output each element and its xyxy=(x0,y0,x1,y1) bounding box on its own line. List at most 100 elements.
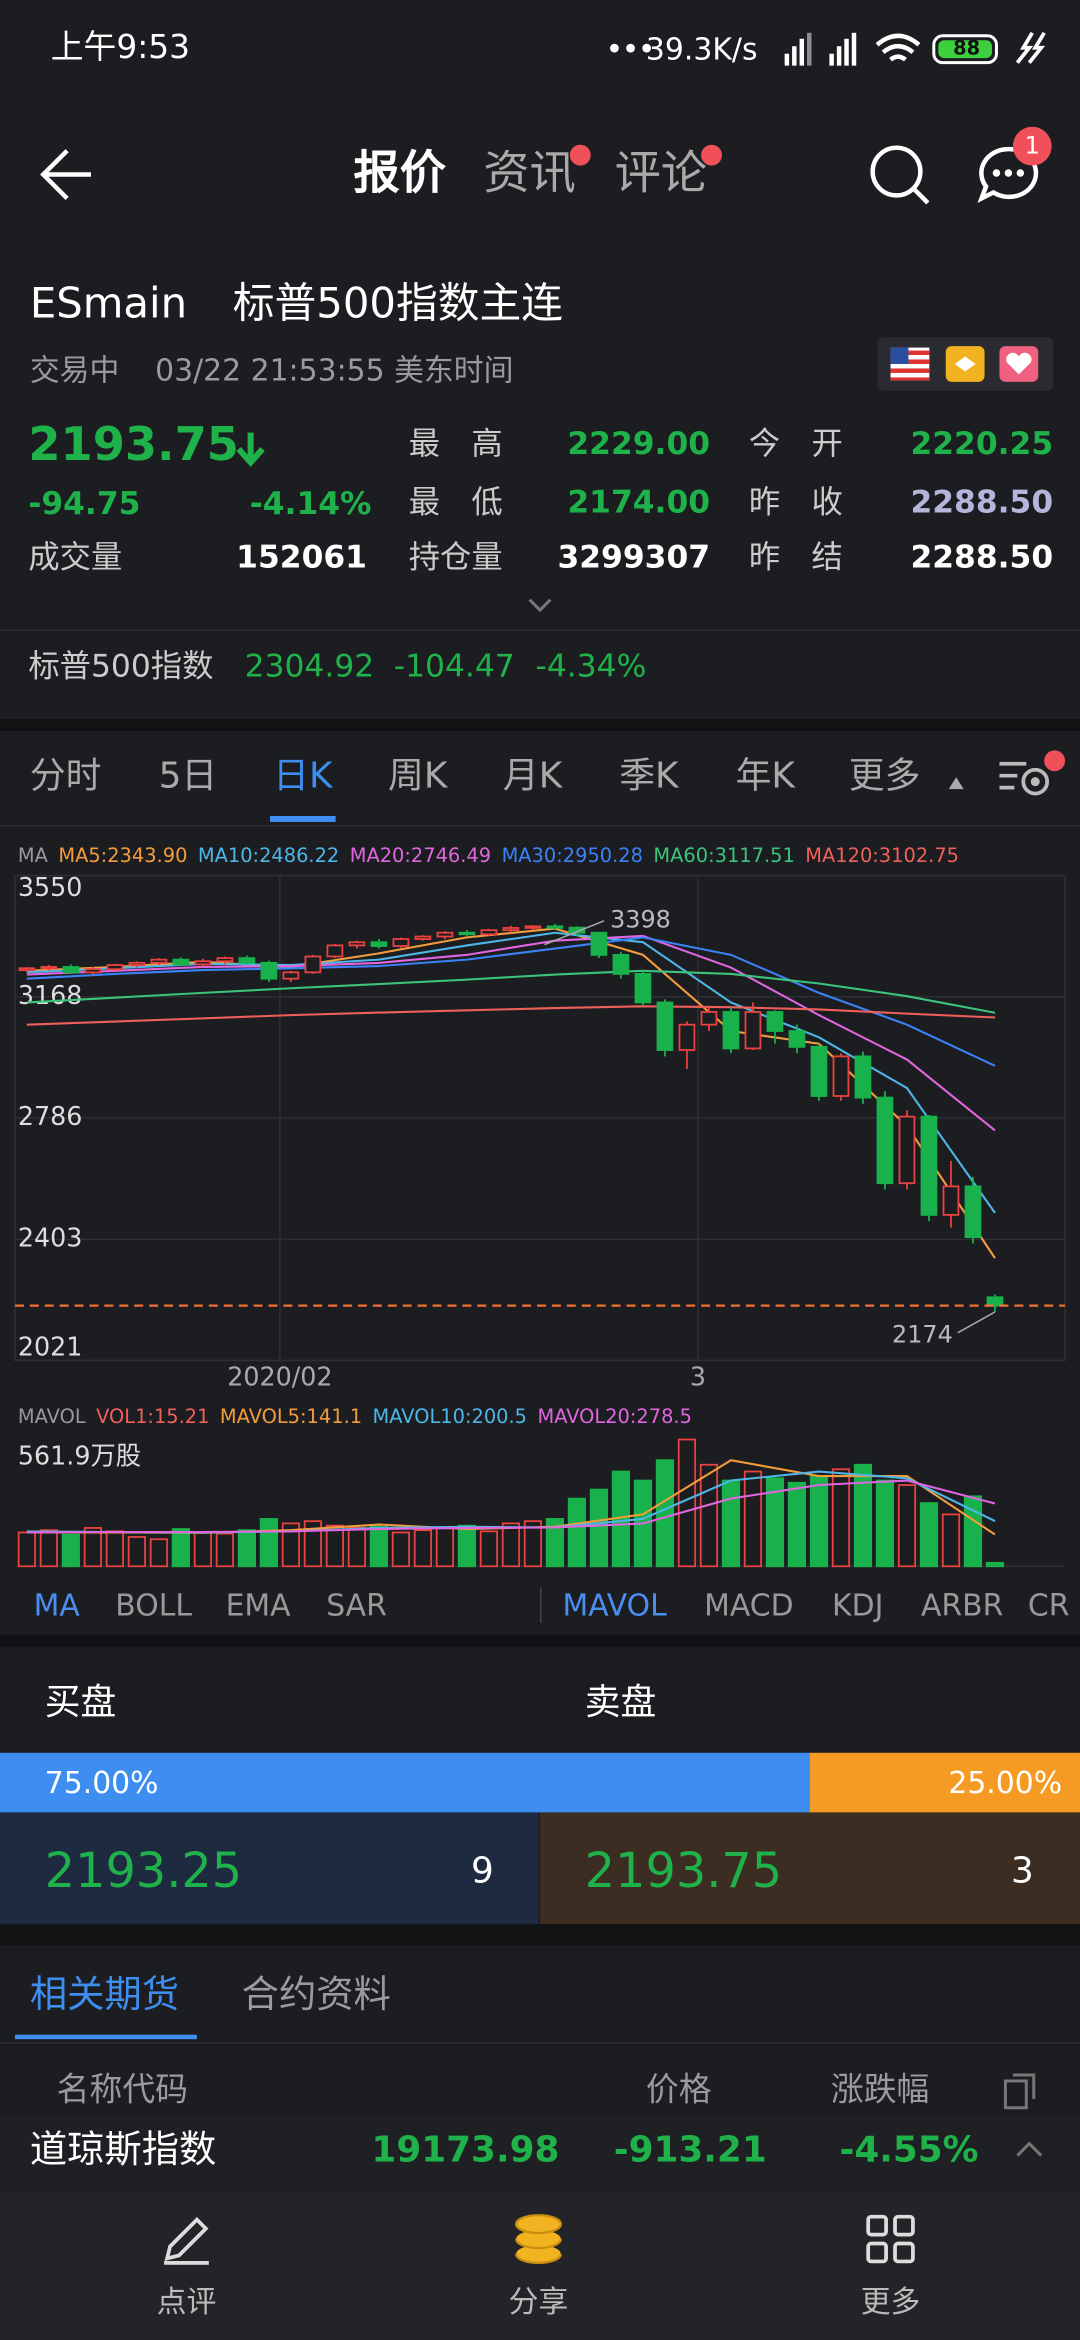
candle-body xyxy=(942,1185,960,1216)
period-tab[interactable]: 更多 xyxy=(848,754,921,797)
indicator-tab[interactable]: MACD xyxy=(704,1587,794,1623)
contract-tab[interactable]: 合约资料 xyxy=(241,1972,391,2017)
legend-entry: MA30:2950.28 xyxy=(501,845,643,869)
index-name: 标普500指数 xyxy=(28,648,214,684)
status-dots: ••• xyxy=(605,31,656,68)
period-tab[interactable]: 月K xyxy=(502,754,563,797)
candle-body xyxy=(898,1115,916,1185)
volume-bar xyxy=(567,1497,587,1568)
candle-body xyxy=(590,931,608,956)
candle-body xyxy=(458,931,476,936)
indicator-tab[interactable]: CR xyxy=(1027,1587,1070,1623)
candle-body xyxy=(744,1011,762,1050)
nav-tab[interactable]: 资讯 xyxy=(483,146,576,201)
volume-bar xyxy=(39,1529,58,1568)
nav-label[interactable]: 更多 xyxy=(860,2283,921,2320)
comment-icon[interactable] xyxy=(158,2211,215,2268)
indicator-tab[interactable]: ARBR xyxy=(920,1587,1004,1623)
candle-body xyxy=(106,964,124,971)
copy-icon[interactable] xyxy=(1002,2072,1038,2111)
period-tab[interactable]: 周K xyxy=(388,754,448,797)
volume-bar xyxy=(941,1513,961,1568)
indicator-tab[interactable]: MAVOL xyxy=(562,1587,667,1623)
candle-body xyxy=(260,961,278,980)
kline-chart: 3550 3168 2786 2403 2021 2020/02 3 3398 2174 561.… xyxy=(14,872,1066,1568)
back-button[interactable] xyxy=(37,142,103,208)
indicator-tab[interactable]: KDJ xyxy=(832,1587,884,1623)
volume-bar xyxy=(853,1463,873,1568)
nav-tab[interactable]: 评论 xyxy=(614,146,708,201)
indicator-tab[interactable]: EMA xyxy=(225,1587,291,1623)
field-label: 最 低 xyxy=(408,484,503,520)
more-icon[interactable] xyxy=(862,2211,919,2268)
ask-bg xyxy=(539,1812,1080,1925)
candle-body xyxy=(304,955,322,974)
nav-tab[interactable]: 报价 xyxy=(353,146,447,201)
trade-time: 03/22 21:53:55 美东时间 xyxy=(155,352,514,388)
col-price: 价格 xyxy=(645,2071,712,2110)
period-tab[interactable]: 季K xyxy=(619,754,679,797)
candle-body xyxy=(524,925,542,929)
volume-bar xyxy=(897,1484,917,1568)
candle-body xyxy=(876,1096,894,1185)
field-label: 持仓量 xyxy=(408,539,503,576)
related-tab[interactable]: 相关期货 xyxy=(29,1972,180,2017)
tab-underline xyxy=(14,2034,197,2040)
candle-body xyxy=(150,958,168,964)
volume-bar xyxy=(83,1527,102,1568)
volume-bar xyxy=(809,1475,829,1568)
volume-bar xyxy=(721,1479,741,1568)
candle-body xyxy=(612,954,630,975)
collapse-chevron[interactable] xyxy=(1014,2138,1044,2159)
section-gap xyxy=(0,1924,1080,1946)
divider xyxy=(0,2042,1080,2044)
volume-bar xyxy=(281,1522,300,1568)
legend-entry: MAVOL5:141.1 xyxy=(219,1406,363,1430)
indicator-tab[interactable]: BOLL xyxy=(115,1587,192,1623)
candle-body xyxy=(414,935,432,940)
field-label: 昨 结 xyxy=(748,539,843,576)
share-icon[interactable] xyxy=(510,2211,567,2268)
y-tick-label: 3550 xyxy=(18,872,83,902)
indicator-tab[interactable]: SAR xyxy=(326,1587,387,1623)
status-icons xyxy=(784,31,1046,66)
ma-legend: MA MA5:2343.90 MA10:2486.22 MA20:2746.49 MA3… xyxy=(18,847,959,866)
ma-line xyxy=(26,969,996,1014)
buy-title: 买盘 xyxy=(44,1681,117,1723)
leader-line xyxy=(957,1311,996,1334)
candle-body xyxy=(546,925,564,929)
volume-max-label: 561.9万股 xyxy=(18,1440,141,1470)
volume-bar xyxy=(105,1530,124,1568)
chart-settings[interactable] xyxy=(993,746,1068,806)
candle-body xyxy=(84,968,102,974)
volume-bar xyxy=(831,1468,851,1568)
legend-entry: MA10:2486.22 xyxy=(197,845,340,869)
search-button[interactable] xyxy=(865,140,934,209)
volume-bar xyxy=(413,1529,432,1568)
candle-body xyxy=(436,931,454,938)
volume-bar xyxy=(237,1529,256,1568)
period-tab[interactable]: 年K xyxy=(735,754,795,797)
x-tick-label: 3 xyxy=(690,1361,706,1391)
period-tab[interactable]: 日K xyxy=(273,754,333,797)
period-tab[interactable]: 5日 xyxy=(158,754,218,797)
nav-label[interactable]: 点评 xyxy=(156,2283,217,2320)
volume-value: 152061 xyxy=(236,539,367,576)
down-arrow xyxy=(236,432,265,467)
candle-body xyxy=(282,971,300,980)
related-change-pct: -4.55% xyxy=(839,2128,979,2171)
dropdown-caret[interactable] xyxy=(948,777,964,790)
expand-chevron[interactable] xyxy=(527,597,554,615)
volume-bar xyxy=(215,1532,234,1568)
field-label: 今 开 xyxy=(748,425,843,462)
related-name[interactable]: 道琼斯指数 xyxy=(29,2127,217,2172)
period-tab[interactable]: 分时 xyxy=(29,754,102,797)
candle-body xyxy=(370,941,388,947)
battery-level: 88 xyxy=(953,38,981,61)
nav-label[interactable]: 分享 xyxy=(508,2283,569,2320)
index-price: 2304.92 xyxy=(244,648,375,684)
related-price: 19173.98 xyxy=(371,2128,560,2171)
indicator-tab[interactable]: MA xyxy=(33,1587,80,1623)
legend-entry: MA5:2343.90 xyxy=(58,845,188,869)
